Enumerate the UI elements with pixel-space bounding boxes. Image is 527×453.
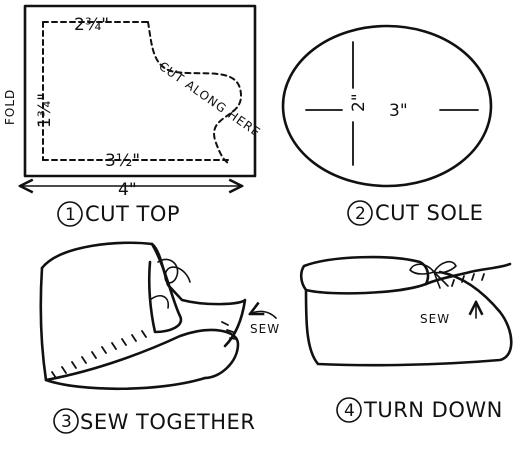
lace-thread-2 — [149, 295, 170, 309]
step-number: 4 — [344, 401, 355, 421]
step-number-circle — [53, 408, 79, 434]
vamp-stitches — [451, 273, 485, 287]
step-label-3: 3 SEW TOGETHER — [53, 408, 255, 434]
step-label-text: SEW TOGETHER — [80, 410, 255, 434]
sew-label-4: SEW — [420, 312, 450, 326]
pattern-sole-panel: 3" 2" — [281, 24, 493, 188]
sole-height-label: 2" — [349, 93, 369, 112]
sew-label-3: SEW — [250, 322, 280, 336]
flap-outline — [147, 242, 183, 334]
turn-down-illustration: SEW — [299, 255, 513, 367]
vamp-outline — [424, 262, 512, 286]
height-label: 1¾" — [35, 93, 55, 128]
step-number: 2 — [355, 204, 366, 224]
shoe-body-outline — [304, 270, 513, 367]
cuff-outline — [299, 255, 430, 295]
cut-along-label: CUT ALONG HERE — [156, 59, 263, 140]
sew-together-illustration: SEW — [39, 241, 280, 391]
step-number-circle — [347, 200, 373, 226]
step-label-2: 2 CUT SOLE — [347, 200, 483, 226]
pattern-top-dashed-curve — [147, 21, 243, 164]
step-number: 3 — [61, 412, 72, 432]
sole-edge-outline — [44, 328, 240, 382]
fold-label: FOLD — [3, 89, 17, 125]
sole-width-label: 3" — [389, 101, 408, 121]
step-number-circle — [336, 397, 362, 423]
sew-arrow — [250, 311, 277, 319]
step-label-4: 4 TURN DOWN — [336, 397, 503, 423]
sole-outline — [281, 24, 493, 188]
step-number: 1 — [65, 205, 76, 225]
step-number-circle — [57, 201, 83, 227]
lace-thread — [157, 258, 191, 284]
top-width-label: 2¾" — [74, 15, 109, 35]
step-label-1: 1 CUT TOP — [57, 201, 180, 227]
overall-width-label: 4" — [118, 180, 137, 200]
pattern-top-outline — [23, 4, 257, 178]
seam-stitches — [51, 321, 237, 379]
bottom-width-label: 3½" — [105, 151, 140, 171]
step-label-text: CUT SOLE — [375, 201, 483, 225]
pattern-top-panel: FOLD 2¾" 1¾" 3½" 4" CUT ALONG HERE — [3, 4, 263, 200]
step-label-text: CUT TOP — [85, 202, 180, 226]
bow-laces — [409, 260, 457, 289]
step-label-text: TURN DOWN — [363, 398, 503, 422]
